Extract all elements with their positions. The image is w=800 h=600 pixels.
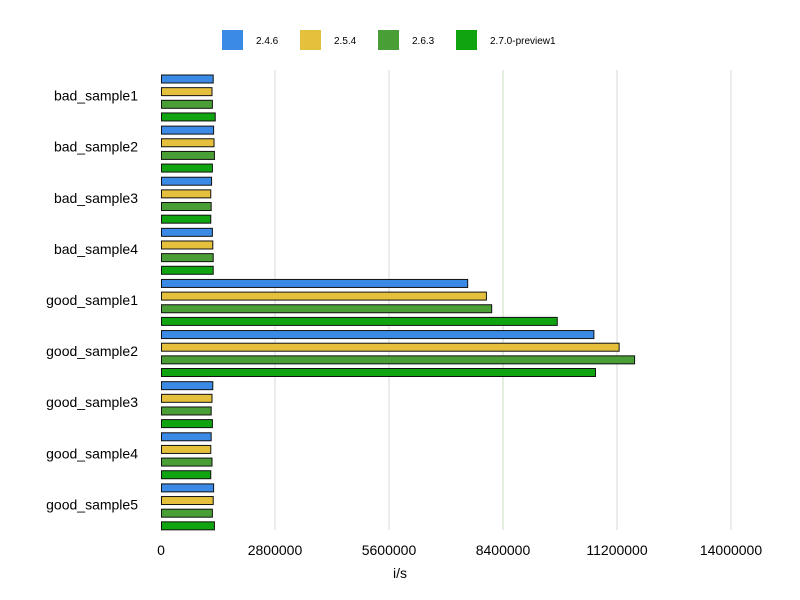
bar [161,112,216,122]
bar [161,368,597,378]
bar [161,253,214,263]
x-tick-label: 2800000 [248,542,303,558]
bar [161,163,213,173]
bar [161,189,212,199]
bar [161,138,215,148]
bar [161,87,213,97]
bar [161,355,636,365]
category-label: good_sample3 [46,394,138,410]
x-tick-labels: 0 2800000 5600000 8400000 11200000 14000000 [157,542,762,558]
bar [161,265,214,275]
legend-label: 2.7.0-preview1 [490,36,556,47]
x-tick-label: 5600000 [362,542,417,558]
category-label: bad_sample4 [54,241,138,257]
bar [161,291,487,301]
bar [161,330,595,340]
category-label: bad_sample1 [54,88,138,104]
category-label: bad_sample2 [54,139,138,155]
category-label: good_sample4 [46,445,138,461]
bar [161,99,213,109]
x-axis-title: i/s [393,565,407,581]
bar [161,521,215,531]
category-label: bad_sample3 [54,190,138,206]
category-label: good_sample5 [46,496,138,512]
bar [161,432,212,442]
legend-label: 2.4.6 [256,36,279,47]
bar [161,381,214,391]
bar [161,444,212,454]
legend-swatch [222,30,243,50]
x-tick-label: 11200000 [586,542,647,558]
bar [161,470,212,480]
x-tick-label: 14000000 [700,542,763,558]
grid-lines [274,70,732,530]
x-tick-label: 0 [157,542,165,558]
bar [161,496,214,506]
legend-label: 2.6.3 [412,36,435,47]
bar [161,508,213,518]
bars [161,74,636,531]
bar [161,457,213,467]
legend-swatch [300,30,321,50]
bar [161,342,620,352]
legend-swatch [456,30,477,50]
bar [161,214,212,224]
bar [161,240,214,250]
bar [161,278,469,288]
bar [161,483,215,493]
category-label: good_sample1 [46,292,138,308]
bar [161,176,213,186]
category-label: good_sample2 [46,343,138,359]
bar [161,74,214,84]
legend-label: 2.5.4 [334,36,357,47]
bar [161,393,213,403]
category-labels: bad_sample1 bad_sample2 bad_sample3 bad_sam… [46,88,138,513]
bar [161,419,213,429]
bar [161,150,215,160]
bar [161,304,493,314]
bar [161,125,215,135]
legend: 2.4.6 2.5.4 2.6.3 2.7.0-preview1 [222,30,556,50]
legend-swatch [378,30,399,50]
bar [161,406,212,416]
bar [161,227,213,237]
bar [161,316,558,326]
bar [161,202,212,212]
x-tick-label: 8400000 [476,542,531,558]
